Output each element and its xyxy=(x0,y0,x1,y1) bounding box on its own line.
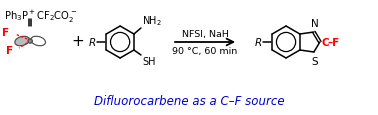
Text: R: R xyxy=(89,38,96,48)
Text: S: S xyxy=(311,56,318,66)
Text: Ph$_3$P$^+$CF$_2$CO$_2^-$: Ph$_3$P$^+$CF$_2$CO$_2^-$ xyxy=(4,9,77,25)
Text: C: C xyxy=(322,38,330,48)
Text: R: R xyxy=(255,38,262,48)
Text: NH$_2$: NH$_2$ xyxy=(142,14,162,28)
Ellipse shape xyxy=(31,37,45,46)
Circle shape xyxy=(28,39,33,44)
Ellipse shape xyxy=(15,37,29,46)
Text: SH: SH xyxy=(142,56,155,66)
Text: N: N xyxy=(311,19,319,29)
Text: F: F xyxy=(6,46,13,56)
Text: +: + xyxy=(72,34,85,49)
Text: –F: –F xyxy=(328,38,340,48)
Text: Difluorocarbene as a C–F source: Difluorocarbene as a C–F source xyxy=(94,94,284,107)
Text: 90 °C, 60 min: 90 °C, 60 min xyxy=(172,47,238,56)
Text: NFSI, NaH: NFSI, NaH xyxy=(182,30,229,39)
Text: F: F xyxy=(2,28,9,38)
